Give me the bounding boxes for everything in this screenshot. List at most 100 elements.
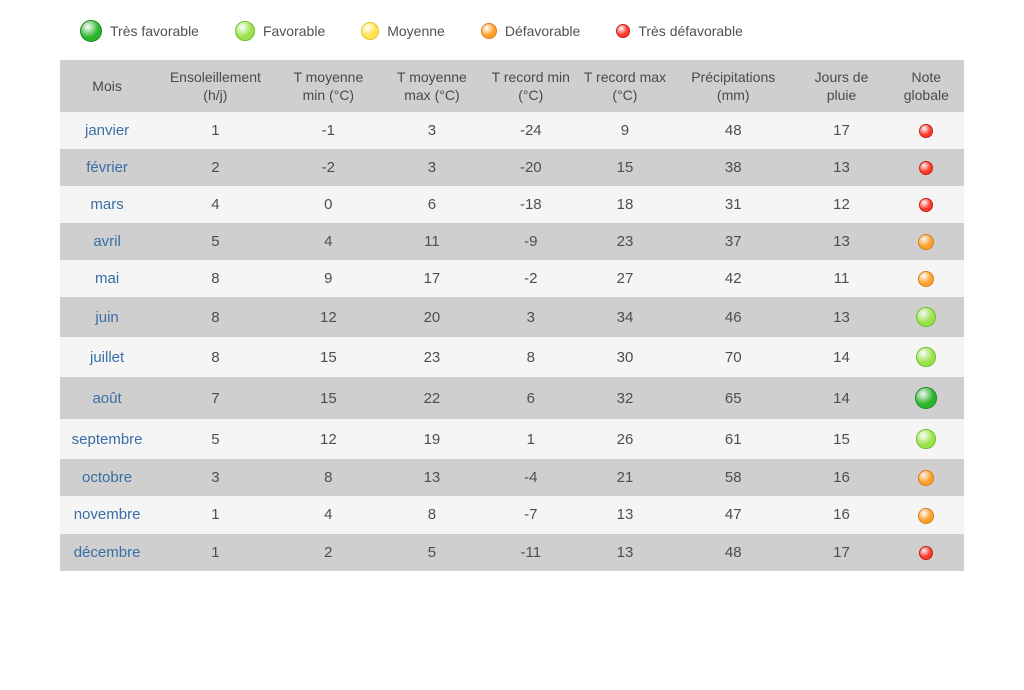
value-cell: 16 <box>794 496 888 533</box>
value-cell: -9 <box>484 223 578 260</box>
value-cell: 48 <box>672 534 794 571</box>
value-cell: 65 <box>672 377 794 419</box>
value-cell: 32 <box>578 377 672 419</box>
month-cell[interactable]: mars <box>60 186 154 223</box>
value-cell: 19 <box>380 419 484 459</box>
value-cell: 5 <box>154 419 276 459</box>
table-row: août715226326514 <box>60 377 964 419</box>
value-cell: 46 <box>672 297 794 337</box>
value-cell: 15 <box>578 149 672 186</box>
value-cell: 2 <box>277 534 381 571</box>
value-cell: 15 <box>277 337 381 377</box>
value-cell: 11 <box>794 260 888 297</box>
table-row: juillet815238307014 <box>60 337 964 377</box>
legend-item: Favorable <box>235 21 325 41</box>
value-cell: 2 <box>154 149 276 186</box>
month-cell[interactable]: juillet <box>60 337 154 377</box>
value-cell: 37 <box>672 223 794 260</box>
value-cell: 8 <box>380 496 484 533</box>
value-cell: 5 <box>154 223 276 260</box>
value-cell: 23 <box>578 223 672 260</box>
month-cell[interactable]: mai <box>60 260 154 297</box>
legend-dot-icon <box>80 20 102 42</box>
value-cell: -11 <box>484 534 578 571</box>
note-cell <box>889 496 964 533</box>
note-cell <box>889 297 964 337</box>
value-cell: 17 <box>380 260 484 297</box>
rating-dot-icon <box>919 546 933 560</box>
month-cell[interactable]: février <box>60 149 154 186</box>
rating-dot-icon <box>919 124 933 138</box>
rating-dot-icon <box>916 347 936 367</box>
value-cell: -20 <box>484 149 578 186</box>
value-cell: 5 <box>380 534 484 571</box>
table-row: juin812203344613 <box>60 297 964 337</box>
column-header: T moyenne min (°C) <box>277 60 381 112</box>
value-cell: -1 <box>277 112 381 149</box>
rating-legend: Très favorable Favorable Moyenne Défavorabl… <box>80 20 964 42</box>
month-cell[interactable]: juin <box>60 297 154 337</box>
value-cell: 4 <box>154 186 276 223</box>
value-cell: 13 <box>578 534 672 571</box>
column-header: Ensoleillement (h/j) <box>154 60 276 112</box>
column-header: T record max (°C) <box>578 60 672 112</box>
column-header: Mois <box>60 60 154 112</box>
value-cell: 31 <box>672 186 794 223</box>
value-cell: 70 <box>672 337 794 377</box>
month-cell[interactable]: novembre <box>60 496 154 533</box>
legend-item: Très défavorable <box>616 23 743 39</box>
legend-item: Très favorable <box>80 20 199 42</box>
value-cell: 27 <box>578 260 672 297</box>
rating-dot-icon <box>915 387 937 409</box>
rating-dot-icon <box>919 198 933 212</box>
legend-dot-icon <box>481 23 497 39</box>
table-row: décembre125-11134817 <box>60 534 964 571</box>
table-row: janvier1-13-2494817 <box>60 112 964 149</box>
legend-item: Défavorable <box>481 23 581 39</box>
value-cell: 18 <box>578 186 672 223</box>
table-row: avril5411-9233713 <box>60 223 964 260</box>
value-cell: 3 <box>484 297 578 337</box>
value-cell: 6 <box>380 186 484 223</box>
value-cell: 48 <box>672 112 794 149</box>
value-cell: 9 <box>277 260 381 297</box>
column-header: T moyenne max (°C) <box>380 60 484 112</box>
legend-dot-icon <box>616 24 630 38</box>
month-cell[interactable]: avril <box>60 223 154 260</box>
value-cell: 1 <box>484 419 578 459</box>
column-header: Jours de pluie <box>794 60 888 112</box>
value-cell: 34 <box>578 297 672 337</box>
value-cell: 12 <box>277 297 381 337</box>
value-cell: 14 <box>794 377 888 419</box>
value-cell: 1 <box>154 534 276 571</box>
value-cell: 23 <box>380 337 484 377</box>
value-cell: -7 <box>484 496 578 533</box>
value-cell: 13 <box>380 459 484 496</box>
month-cell[interactable]: octobre <box>60 459 154 496</box>
rating-dot-icon <box>918 271 934 287</box>
value-cell: 7 <box>154 377 276 419</box>
climate-table: MoisEnsoleillement (h/j)T moyenne min (°… <box>60 60 964 571</box>
month-cell[interactable]: septembre <box>60 419 154 459</box>
value-cell: 1 <box>154 496 276 533</box>
column-header: T record min (°C) <box>484 60 578 112</box>
note-cell <box>889 186 964 223</box>
value-cell: 12 <box>794 186 888 223</box>
value-cell: 3 <box>380 149 484 186</box>
legend-label: Favorable <box>263 23 325 39</box>
legend-label: Très favorable <box>110 23 199 39</box>
value-cell: 42 <box>672 260 794 297</box>
month-cell[interactable]: janvier <box>60 112 154 149</box>
legend-dot-icon <box>361 22 379 40</box>
value-cell: 26 <box>578 419 672 459</box>
value-cell: 6 <box>484 377 578 419</box>
month-cell[interactable]: août <box>60 377 154 419</box>
column-header: Précipitations (mm) <box>672 60 794 112</box>
month-cell[interactable]: décembre <box>60 534 154 571</box>
note-cell <box>889 419 964 459</box>
value-cell: 38 <box>672 149 794 186</box>
value-cell: 1 <box>154 112 276 149</box>
note-cell <box>889 534 964 571</box>
value-cell: 4 <box>277 223 381 260</box>
legend-label: Moyenne <box>387 23 445 39</box>
